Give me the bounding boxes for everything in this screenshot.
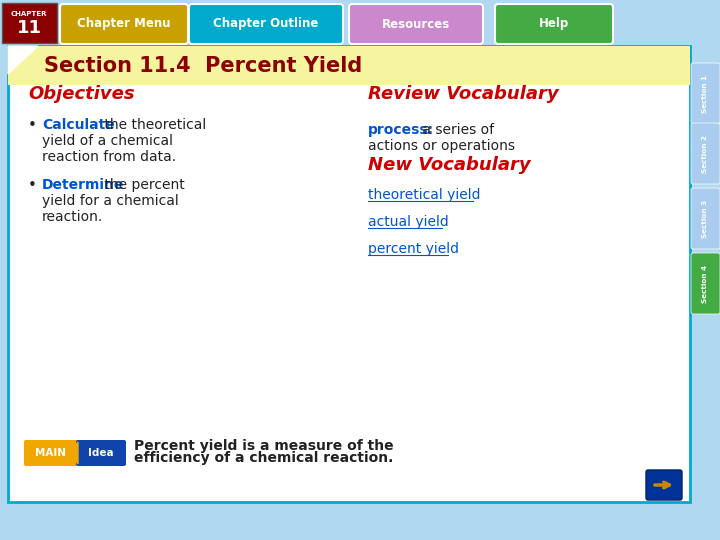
Polygon shape xyxy=(8,46,38,74)
Text: Chapter Menu: Chapter Menu xyxy=(77,17,171,30)
Text: MAIN: MAIN xyxy=(35,448,66,458)
Text: Objectives: Objectives xyxy=(28,85,135,103)
FancyBboxPatch shape xyxy=(349,4,483,44)
Text: actions or operations: actions or operations xyxy=(368,139,515,153)
FancyBboxPatch shape xyxy=(2,3,57,43)
Text: Section 3: Section 3 xyxy=(702,200,708,238)
Text: yield for a chemical: yield for a chemical xyxy=(42,194,179,208)
Text: CHAPTER: CHAPTER xyxy=(11,11,48,17)
FancyBboxPatch shape xyxy=(60,4,188,44)
FancyBboxPatch shape xyxy=(646,470,682,500)
Text: reaction.: reaction. xyxy=(42,210,103,224)
Text: reaction from data.: reaction from data. xyxy=(42,150,176,164)
FancyBboxPatch shape xyxy=(495,4,613,44)
Text: percent yield: percent yield xyxy=(368,242,459,256)
Text: Chapter Outline: Chapter Outline xyxy=(213,17,319,30)
Polygon shape xyxy=(70,442,78,464)
Text: Section 2: Section 2 xyxy=(702,135,708,173)
FancyBboxPatch shape xyxy=(189,4,343,44)
Text: Percent yield is a measure of the: Percent yield is a measure of the xyxy=(134,439,394,453)
Text: theoretical yield: theoretical yield xyxy=(368,188,480,202)
Text: Help: Help xyxy=(539,17,569,30)
Text: Review Vocabulary: Review Vocabulary xyxy=(368,85,559,103)
Text: New Vocabulary: New Vocabulary xyxy=(368,156,531,174)
Text: •: • xyxy=(28,178,37,192)
Text: Calculate: Calculate xyxy=(42,118,114,132)
FancyBboxPatch shape xyxy=(76,440,126,466)
Text: a series of: a series of xyxy=(418,123,495,137)
Text: the percent: the percent xyxy=(99,178,184,192)
Text: Determine: Determine xyxy=(42,178,125,192)
Text: the theoretical: the theoretical xyxy=(99,118,206,132)
Text: Idea: Idea xyxy=(88,448,114,458)
Text: Section 1: Section 1 xyxy=(702,75,708,113)
Text: yield of a chemical: yield of a chemical xyxy=(42,134,173,148)
FancyBboxPatch shape xyxy=(691,123,720,184)
Text: actual yield: actual yield xyxy=(368,215,449,229)
FancyBboxPatch shape xyxy=(691,63,720,124)
Text: 11: 11 xyxy=(17,19,42,37)
Text: process:: process: xyxy=(368,123,434,137)
Text: Section 11.4  Percent Yield: Section 11.4 Percent Yield xyxy=(44,56,362,76)
Text: efficiency of a chemical reaction.: efficiency of a chemical reaction. xyxy=(134,451,393,465)
FancyBboxPatch shape xyxy=(8,46,690,85)
FancyBboxPatch shape xyxy=(8,46,690,502)
FancyBboxPatch shape xyxy=(691,188,720,249)
Text: Resources: Resources xyxy=(382,17,450,30)
Text: •: • xyxy=(28,118,37,132)
FancyBboxPatch shape xyxy=(691,253,720,314)
FancyBboxPatch shape xyxy=(24,440,78,466)
Text: Section 4: Section 4 xyxy=(702,265,708,303)
